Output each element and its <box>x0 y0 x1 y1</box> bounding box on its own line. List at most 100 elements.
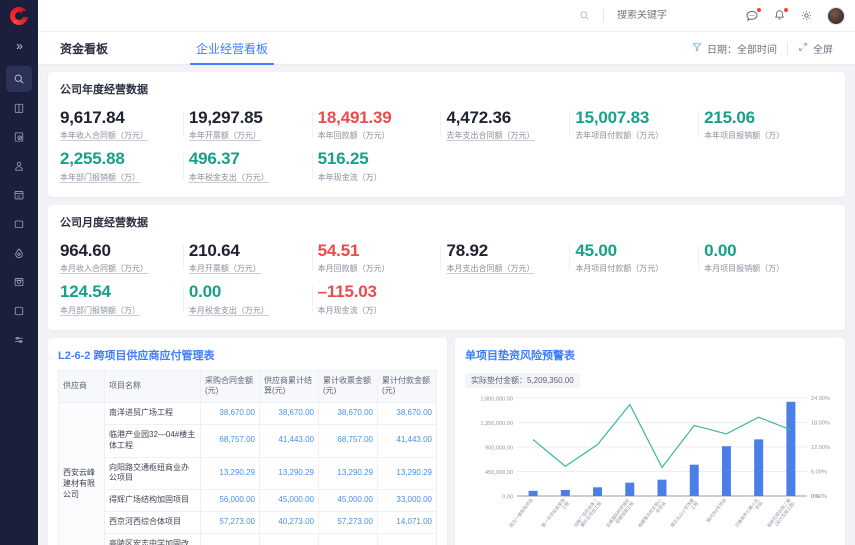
tab-enterprise-board[interactable]: 企业经营看板 <box>186 32 278 65</box>
kpi-value: 964.60 <box>60 240 111 260</box>
cell-invoice: 13,290.29 <box>318 456 378 491</box>
cell-project: 向阳路交通枢纽商业办公项目 <box>104 456 201 491</box>
kpi-label: 本年税金支出（万元） <box>188 172 269 182</box>
kpi-label: 本年部门报销额（万） <box>60 172 140 182</box>
kpi-value: 2,255.88 <box>60 149 125 169</box>
avatar[interactable] <box>827 6 845 25</box>
bottom-row: L2-6-2 跨项目供应商应付管理表 供应商 项目名称 采购合同金额 (元) 供… <box>48 337 845 545</box>
kpi-label: 本年开票额（万元） <box>188 131 261 141</box>
kpi-annual-3: 4,472.36 去年支出合同额（万元） <box>440 104 575 145</box>
sidebar-item-contract[interactable] <box>6 124 32 150</box>
supplier-payable-table: 供应商 项目名称 采购合同金额 (元) 供应商累计结算(元) 累计收票金额 (元… <box>58 369 437 545</box>
kpi-label: 本年现金流（万） <box>317 172 382 182</box>
cell-purchase: 68,757.00 <box>200 423 260 458</box>
cell-paid: 420,800.00 <box>377 532 437 545</box>
table-row[interactable]: 西京河西综合体项目 57,273.00 40,273.00 57,273.00 … <box>59 510 437 534</box>
table-row[interactable]: 向阳路交通枢纽商业办公项目 13,290.29 13,290.29 13,290… <box>59 456 437 491</box>
kpi-annual-5: 215.06 本年项目报销额（万） <box>698 104 833 145</box>
cell-project: 西京河西综合体项目 <box>104 510 201 534</box>
cell-project: 临港产业园32—04#楼主体工程 <box>104 423 201 458</box>
cell-invoice: 68,757.00 <box>318 423 378 458</box>
cell-settlement: 40,273.00 <box>259 510 319 534</box>
cell-invoice: 20,000.00 <box>318 532 378 545</box>
kpi-value: 78.92 <box>446 240 489 260</box>
sidebar-item-finance[interactable] <box>6 240 32 266</box>
svg-text:0%: 0% <box>811 494 819 500</box>
table-row[interactable]: 高陵区宏志中学加固改造工程 620,800.00 450,800.00 20,0… <box>59 532 437 545</box>
sidebar-item-search[interactable] <box>6 66 32 92</box>
monthly-data-card: 公司月度经营数据 964.60 本月收入合同额（万元） 210.64 本月开票额… <box>48 204 845 330</box>
sidebar-item-schedule[interactable]: 31 <box>6 182 32 208</box>
kpi-label: 本月部门报销额（万） <box>60 305 140 315</box>
svg-text:渭北北山小学改建: 渭北北山小学改建 <box>669 496 697 528</box>
cell-settlement: 45,000.00 <box>259 489 319 512</box>
sidebar-item-personnel[interactable] <box>6 153 32 179</box>
kpi-annual-1: 19,297.85 本年开票额（万元） <box>182 104 318 145</box>
kpi-value: 4,472.36 <box>446 108 512 127</box>
kpi-value: 54.51 <box>317 240 360 260</box>
tab-funds-board[interactable]: 资金看板 <box>60 41 109 56</box>
table-head: 供应商 项目名称 采购合同金额 (元) 供应商累计结算(元) 累计收票金额 (元… <box>58 369 437 404</box>
th-paid-amount: 累计付款金额 (元) <box>377 369 437 404</box>
app-logo <box>10 7 29 25</box>
risk-chart-svg: 0.00 450,000.00 900,000.00 1,350,000.00 1,80… <box>480 396 830 529</box>
expand-icon <box>798 42 808 55</box>
search-icon <box>13 73 25 85</box>
annual-kpi-grid: 9,617.84 本年收入合同额（万元） 19,297.85 本年开票额（万元）… <box>60 104 833 187</box>
folder-icon <box>13 218 25 230</box>
kpi-value: 18,491.39 <box>317 108 392 127</box>
sidebar-item-tools[interactable] <box>6 327 32 353</box>
gear-icon[interactable] <box>800 9 813 22</box>
sidebar-item-workspace[interactable] <box>6 298 32 324</box>
supplier-table-title: L2-6-2 跨项目供应商应付管理表 <box>58 349 215 362</box>
tabbar-actions: 日期：全部时间 全屏 <box>682 41 855 56</box>
kpi-label: 本年收入合同额（万元） <box>60 131 148 141</box>
kpi-label: 本年回款额（万元） <box>317 131 390 141</box>
kpi-annual-6: 2,255.88 本年部门报销额（万） <box>60 145 189 186</box>
fullscreen-button[interactable]: 全屏 <box>788 41 843 56</box>
global-search[interactable] <box>579 9 717 22</box>
svg-text:银河共0号项目: 银河共0号项目 <box>705 496 728 523</box>
settings-box-icon <box>13 276 25 288</box>
sidebar-item-archive[interactable] <box>6 211 32 237</box>
sidebar-collapse-toggle[interactable]: » <box>16 39 23 53</box>
kpi-value: 516.25 <box>317 149 369 169</box>
bell-icon[interactable] <box>773 8 788 22</box>
kpi-value: 15,007.83 <box>575 108 650 127</box>
svg-text:12.00%: 12.00% <box>811 445 830 451</box>
fullscreen-label: 全屏 <box>813 44 833 56</box>
date-filter-button[interactable]: 日期：全部时间 <box>682 41 787 56</box>
search-input[interactable] <box>617 10 717 21</box>
cell-paid: 38,670.00 <box>377 402 437 425</box>
cell-purchase: 620,800.00 <box>200 532 260 545</box>
kpi-value: 124.54 <box>60 282 111 302</box>
annual-data-card: 公司年度经营数据 9,617.84 本年收入合同额（万元） 19,297.85 … <box>48 72 845 197</box>
svg-text:0.00%: 0.00% <box>811 494 827 500</box>
actual-advance-badge: 实际垫付金额：5,209,350.00 <box>465 372 580 388</box>
cell-project: 得辉广场结构加固项目 <box>104 489 201 512</box>
th-invoice-amount: 累计收票金额 (元) <box>318 369 378 404</box>
kpi-monthly-2: 54.51 本月回款额（万元） <box>311 237 447 278</box>
sidebar: » <box>0 0 38 545</box>
cell-supplier: 西安云峰建材有限公司 <box>58 402 105 545</box>
search-icon[interactable] <box>579 10 590 21</box>
table-row[interactable]: 西安云峰建材有限公司 南洋进贸广场工程 38,670.00 38,670.00 … <box>58 402 437 545</box>
kpi-monthly-1: 210.64 本月开票额（万元） <box>182 237 318 278</box>
kpi-value: 45.00 <box>575 240 617 260</box>
svg-text:西北一號商贸项目: 西北一號商贸项目 <box>508 496 535 528</box>
table-row[interactable]: 临港产业园32—04#楼主体工程 68,757.00 41,443.00 68,… <box>59 423 437 458</box>
kpi-monthly-0: 964.60 本月收入合同额（万元） <box>60 237 189 278</box>
risk-chart-title: 单项目垫资风险预警表 <box>465 349 575 362</box>
cell-invoice: 38,670.00 <box>318 402 378 425</box>
sidebar-item-company[interactable] <box>6 95 32 121</box>
svg-text:24.00%: 24.00% <box>811 396 830 402</box>
sidebar-item-config[interactable] <box>6 269 32 295</box>
cell-purchase: 57,273.00 <box>200 510 260 534</box>
kpi-annual-2: 18,491.39 本年回款额（万元） <box>311 104 447 145</box>
cell-settlement: 38,670.00 <box>259 402 319 425</box>
chat-icon[interactable] <box>745 7 761 23</box>
risk-chart[interactable]: 0.00 450,000.00 900,000.00 1,350,000.00 1,80… <box>465 392 835 545</box>
cell-project: 高陵区宏志中学加固改造工程 <box>104 532 201 545</box>
kpi-monthly-5: 0.00 本月项目报销额（万） <box>698 237 833 278</box>
table-row[interactable]: 得辉广场结构加固项目 56,000.00 45,000.00 45,000.00… <box>59 489 437 512</box>
